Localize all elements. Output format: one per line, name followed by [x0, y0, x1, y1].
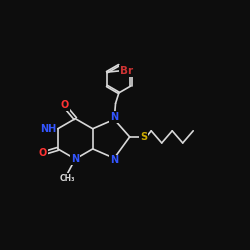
- Text: Br: Br: [120, 66, 133, 76]
- Text: O: O: [61, 100, 69, 110]
- Text: O: O: [38, 148, 47, 158]
- Text: N: N: [110, 112, 118, 122]
- Text: NH: NH: [40, 124, 56, 134]
- Text: CH₃: CH₃: [60, 174, 75, 183]
- Text: S: S: [140, 132, 147, 142]
- Text: N: N: [110, 156, 118, 166]
- Text: N: N: [71, 154, 79, 164]
